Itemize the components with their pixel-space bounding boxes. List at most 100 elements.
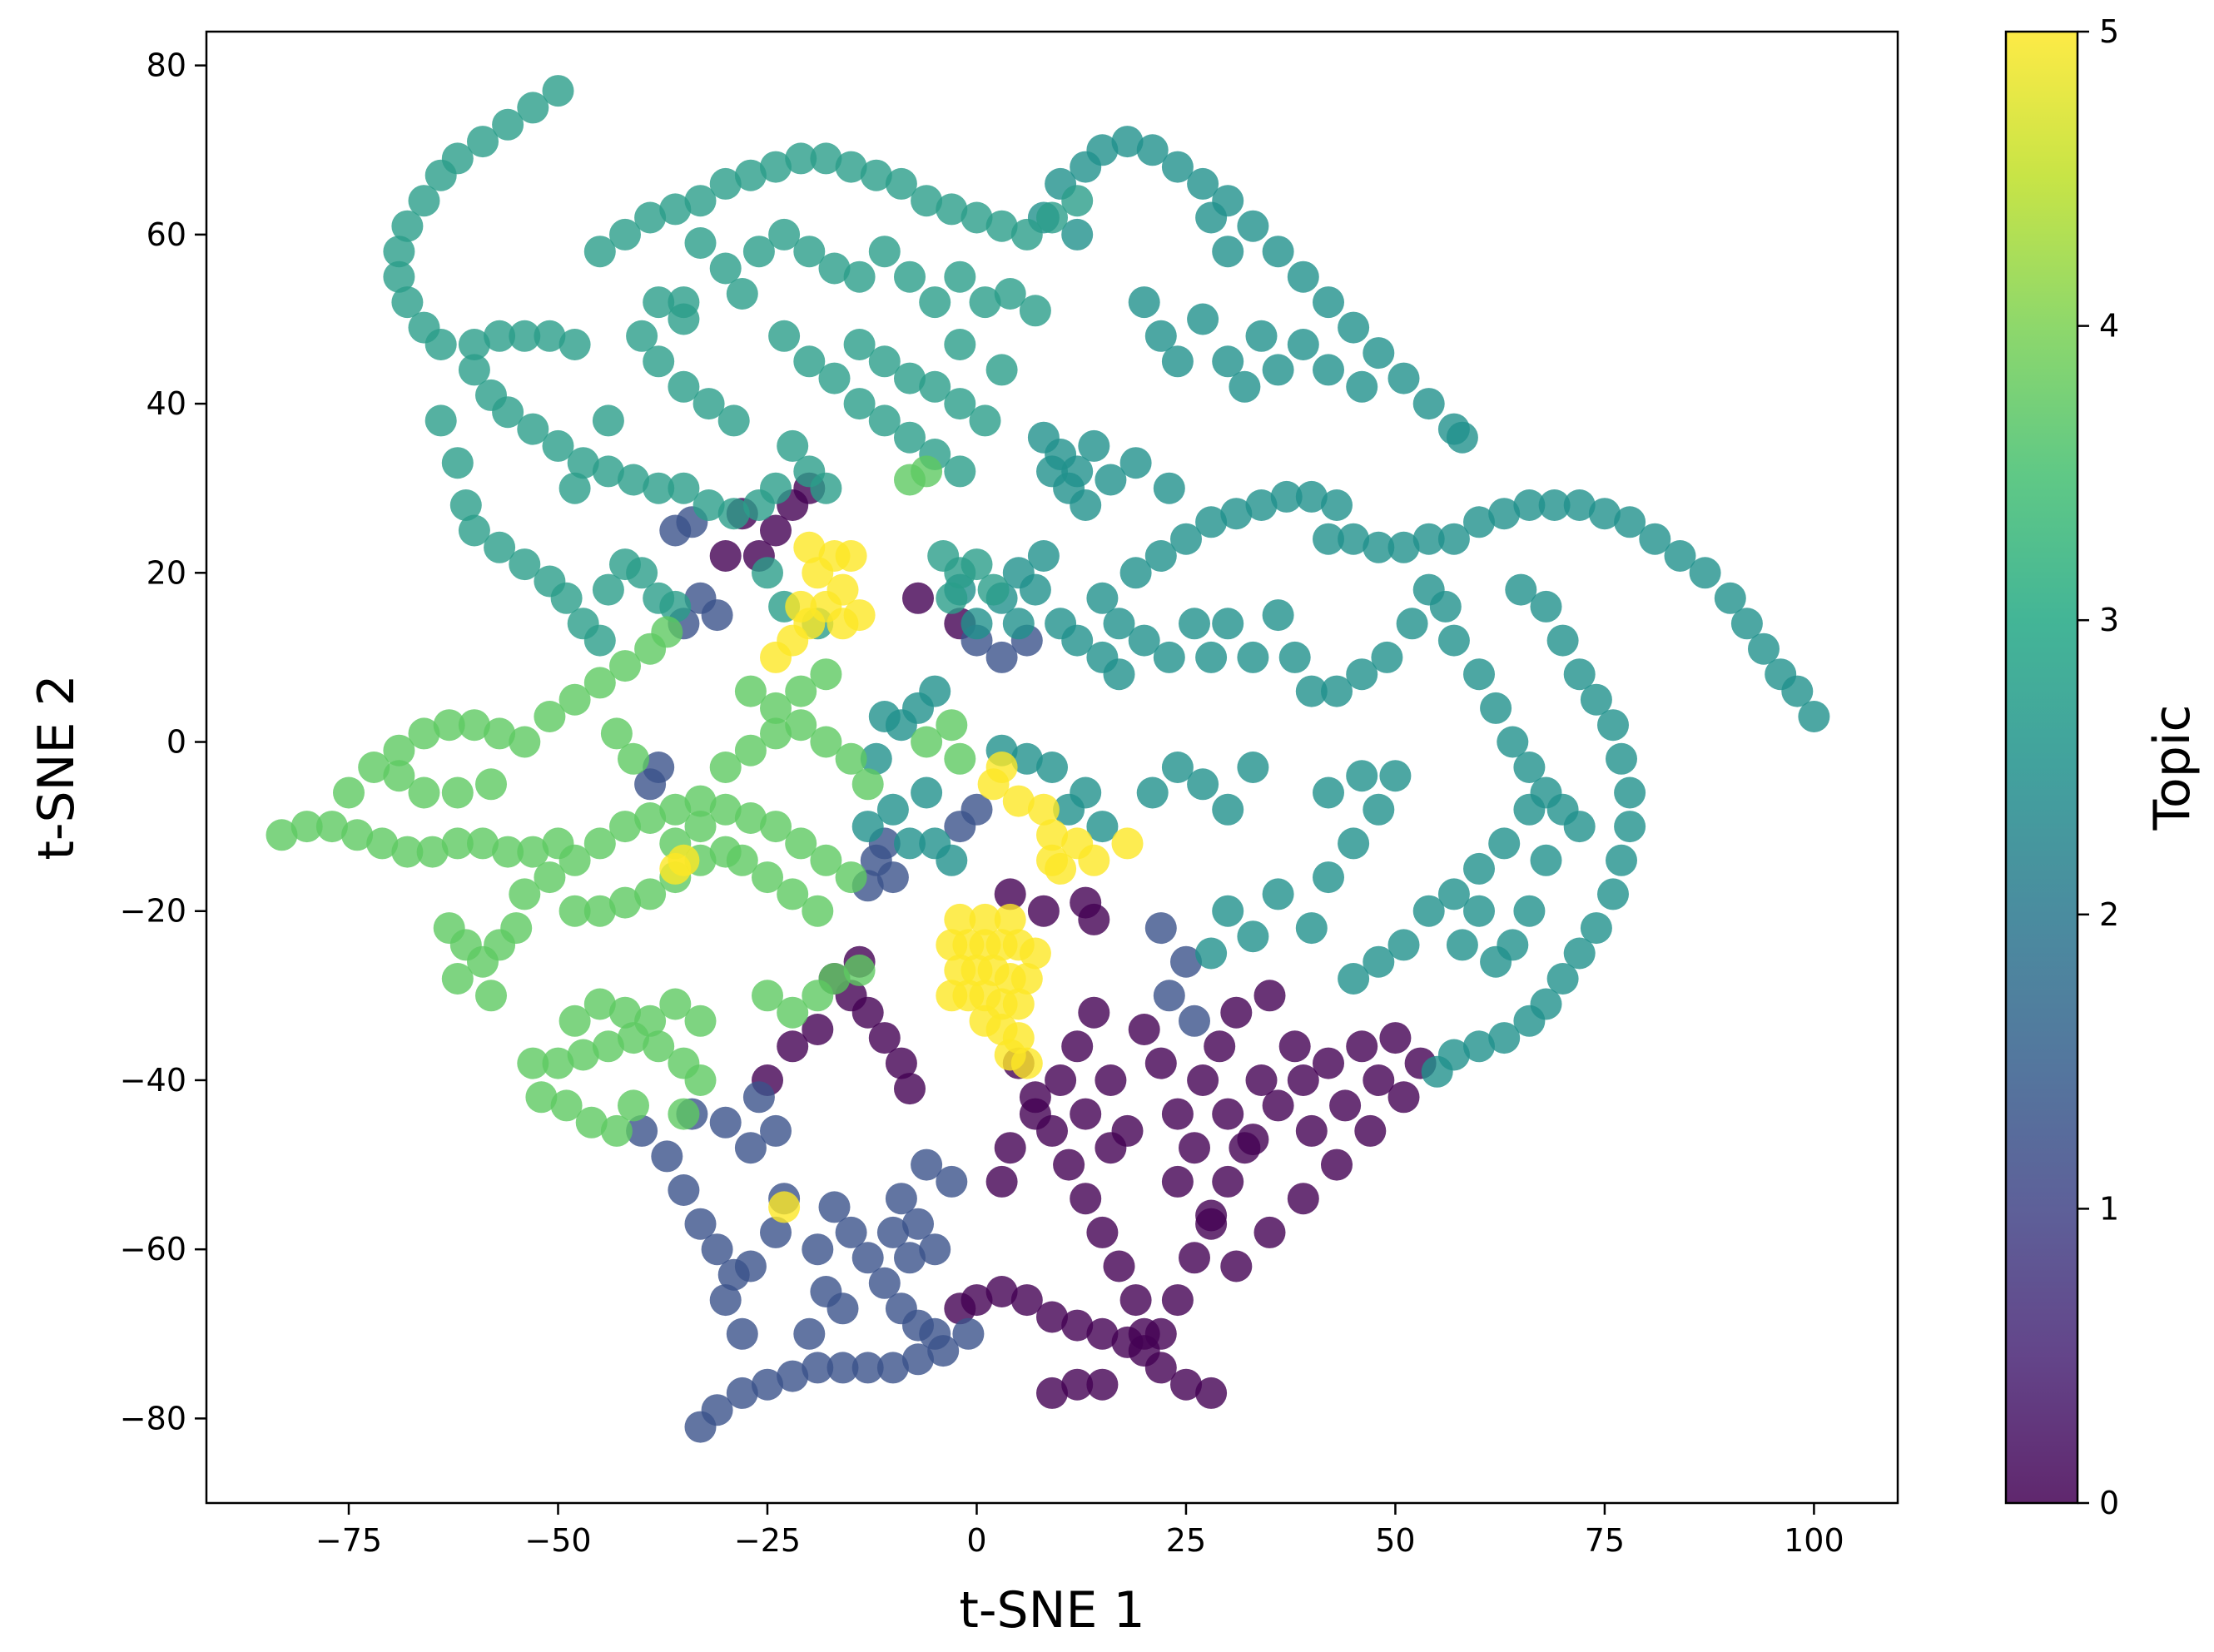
scatter-point <box>1295 675 1328 707</box>
scatter-point <box>760 151 792 183</box>
colorbar-frame <box>2004 30 2079 1505</box>
scatter-point <box>1036 455 1068 488</box>
scatter-point <box>1563 811 1596 843</box>
scatter-point <box>517 413 549 445</box>
scatter-point <box>876 861 909 894</box>
x-tick-label: 100 <box>1784 1522 1844 1559</box>
scatter-point <box>1262 599 1294 632</box>
scatter-point <box>1061 624 1094 657</box>
colorbar-tick-label: 3 <box>2099 602 2119 638</box>
scatter-point <box>1513 793 1546 826</box>
colorbar-gradient <box>2006 32 2077 1503</box>
scatter-point <box>1061 218 1094 251</box>
scatter-point <box>383 760 415 792</box>
scatter-point <box>1363 793 1395 826</box>
scatter-point <box>341 819 374 851</box>
scatter-point <box>333 776 365 809</box>
scatter-point <box>1287 329 1319 360</box>
scatter-point <box>1010 218 1043 251</box>
scatter-point <box>509 548 541 581</box>
scatter-point <box>985 752 1018 783</box>
scatter-point <box>1488 498 1521 530</box>
scatter-point <box>609 218 641 251</box>
scatter-point <box>1363 1064 1395 1096</box>
colorbar-tick-label: 1 <box>2099 1190 2119 1227</box>
scatter-point <box>643 472 675 504</box>
scatter-point <box>860 742 892 775</box>
scatter-point <box>668 472 700 504</box>
scatter-point <box>1321 1148 1353 1181</box>
scatter-point <box>1546 624 1579 657</box>
scatter-point <box>802 895 834 927</box>
scatter-point <box>1530 844 1562 876</box>
scatter-point <box>458 514 490 547</box>
scatter-point <box>441 447 474 479</box>
scatter-point <box>1161 1284 1194 1317</box>
scatter-point <box>1463 895 1495 927</box>
y-tick-label: −60 <box>120 1231 186 1268</box>
scatter-point <box>1170 1368 1202 1401</box>
scatter-point <box>894 362 926 394</box>
scatter-point <box>742 236 775 268</box>
scatter-point <box>1161 1165 1194 1198</box>
scatter-point <box>558 472 591 504</box>
scatter-point <box>1229 1132 1261 1164</box>
scatter-point <box>634 201 667 234</box>
scatter-point <box>492 836 524 868</box>
scatter-point <box>818 252 851 285</box>
scatter-point <box>810 844 842 876</box>
scatter-point <box>1412 388 1445 420</box>
scatter-point <box>583 988 616 1020</box>
scatter-point <box>290 811 323 843</box>
scatter-point <box>944 811 976 843</box>
scatter-point <box>634 878 667 910</box>
scatter-point <box>1588 498 1621 530</box>
scatter-point <box>684 811 717 843</box>
scatter-point <box>1488 827 1521 860</box>
scatter-point <box>1036 1301 1068 1333</box>
scatter-point <box>944 329 976 360</box>
scatter-point <box>643 345 675 378</box>
scatter-point <box>1144 320 1177 352</box>
scatter-point <box>1036 752 1068 783</box>
scatter-point <box>1563 489 1596 521</box>
scatter-point <box>1095 464 1127 496</box>
scatter-point <box>843 329 876 360</box>
scatter-point <box>1497 726 1529 758</box>
scatter-point <box>692 489 725 521</box>
scatter-point <box>1086 1216 1119 1248</box>
scatter-point <box>383 734 415 766</box>
scatter-point <box>911 776 943 809</box>
series-topic-2 <box>851 126 1830 1088</box>
scatter-point <box>634 802 667 834</box>
scatter-point <box>1027 793 1060 826</box>
scatter-point <box>391 286 424 319</box>
scatter-point <box>1437 624 1470 657</box>
scatter-point <box>1095 1064 1127 1096</box>
scatter-point <box>1237 752 1269 783</box>
scatter-point <box>734 1132 767 1164</box>
scatter-point <box>868 236 901 268</box>
scatter-point <box>1119 557 1152 589</box>
scatter-point <box>709 167 742 200</box>
scatter-point <box>383 236 415 268</box>
scatter-point <box>567 447 599 479</box>
scatter-point <box>500 912 533 945</box>
scatter-point <box>1338 311 1370 344</box>
scatter-point <box>1119 1284 1152 1317</box>
scatter-point <box>1313 523 1344 555</box>
scatter-point <box>484 320 516 352</box>
scatter-point <box>961 201 993 234</box>
x-tick-label: −25 <box>734 1522 801 1559</box>
scatter-point <box>1639 523 1671 555</box>
scatter-point <box>1078 996 1110 1029</box>
scatter-point <box>583 667 616 699</box>
scatter-point <box>1036 201 1068 234</box>
scatter-point <box>1144 1352 1177 1384</box>
scatter-point <box>1161 151 1194 183</box>
scatter-point <box>1270 480 1303 513</box>
scatter-point <box>827 1292 859 1325</box>
scatter-point <box>684 185 717 217</box>
scatter-point <box>902 1343 934 1376</box>
scatter-point <box>1245 1064 1278 1096</box>
